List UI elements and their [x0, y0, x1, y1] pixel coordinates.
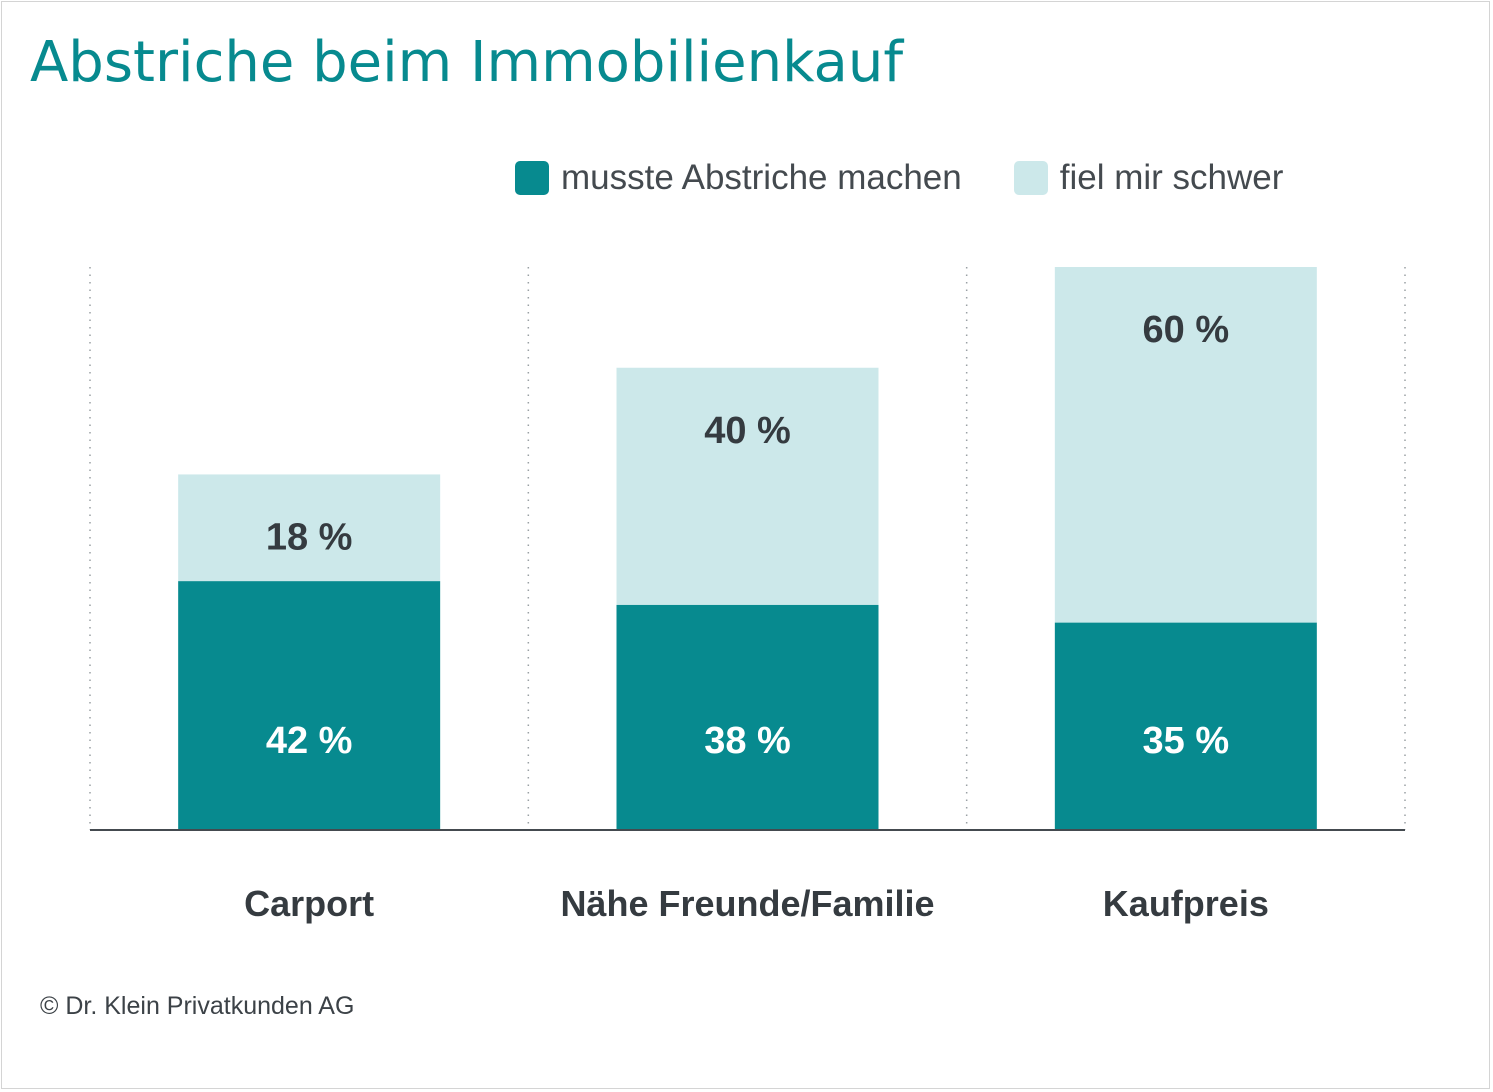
category-label: Carport [244, 883, 374, 924]
bar-segment-schwer [616, 367, 879, 605]
bar-segment-abstriche [178, 581, 441, 830]
data-label: 35 % [1143, 720, 1230, 762]
chart-legend: musste Abstriche machen fiel mir schwer [515, 158, 1335, 198]
category-label: Kaufpreis [1103, 883, 1269, 924]
copyright-footer: © Dr. Klein Privatkunden AG [40, 992, 355, 1020]
bar-segment-schwer [1054, 267, 1317, 623]
bar-segment-abstriche [1054, 622, 1317, 830]
data-label: 60 % [1143, 309, 1230, 351]
data-label: 40 % [704, 410, 791, 452]
legend-label-schwer: fiel mir schwer [1059, 158, 1284, 197]
legend-swatch-schwer [1013, 161, 1048, 195]
legend-item-abstriche: musste Abstriche machen [515, 158, 962, 198]
chart-title: Abstriche beim Immobilienkauf [30, 30, 904, 95]
data-label: 18 % [266, 516, 353, 558]
category-label: Nähe Freunde/Familie [560, 883, 934, 924]
legend-item-schwer: fiel mir schwer [1013, 158, 1284, 198]
data-label: 38 % [704, 720, 791, 762]
legend-label-abstriche: musste Abstriche machen [561, 158, 962, 197]
bar-segment-abstriche [616, 604, 879, 830]
bar-segment-schwer [178, 474, 441, 582]
data-label: 42 % [266, 720, 353, 762]
legend-swatch-abstriche [515, 161, 549, 195]
